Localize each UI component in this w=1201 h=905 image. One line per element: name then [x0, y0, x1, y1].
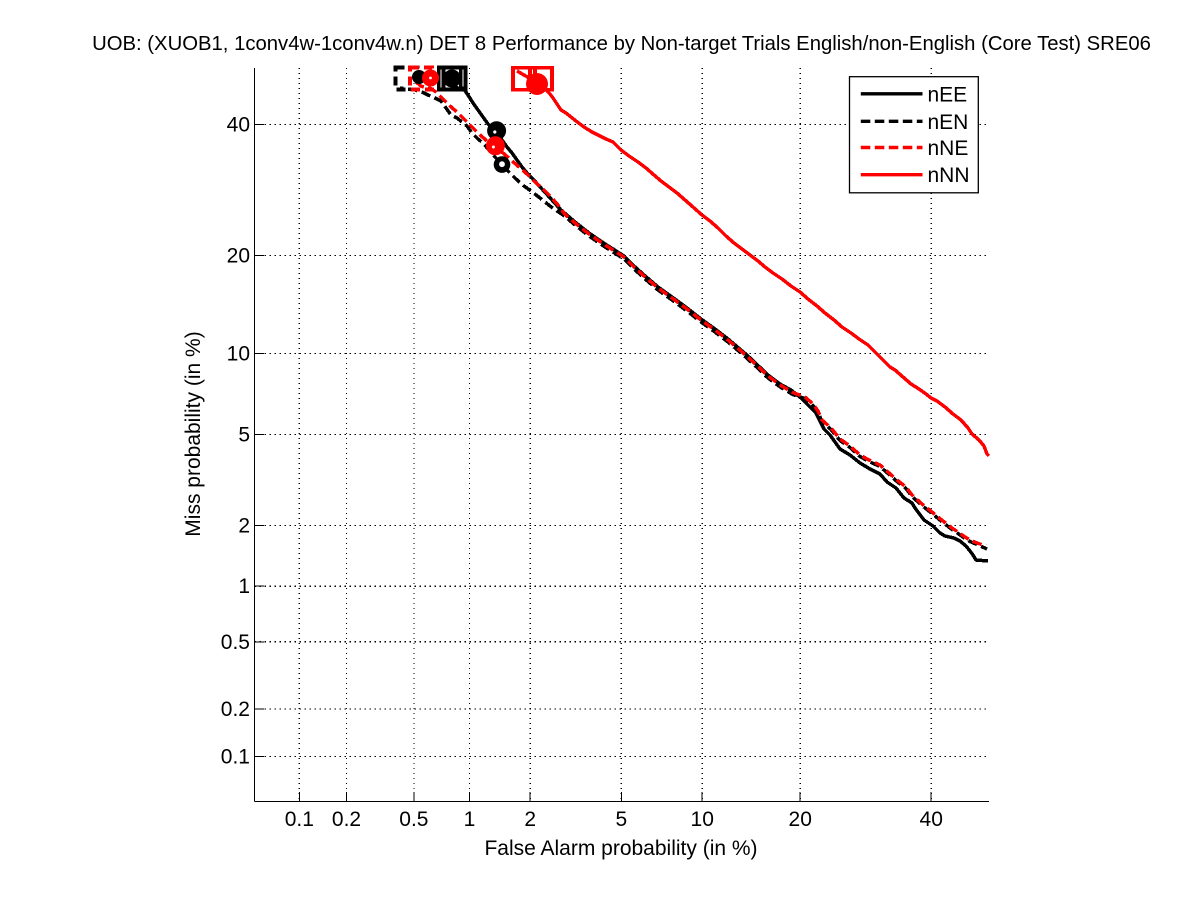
svg-text:5: 5 [615, 808, 627, 831]
svg-text:5: 5 [238, 423, 250, 446]
svg-text:nEE: nEE [928, 83, 968, 106]
svg-text:0.1: 0.1 [221, 745, 250, 768]
svg-text:0.2: 0.2 [221, 698, 250, 721]
svg-text:10: 10 [691, 808, 714, 831]
svg-text:1: 1 [464, 808, 476, 831]
svg-text:nEN: nEN [928, 111, 969, 134]
svg-text:False Alarm probability (in %): False Alarm probability (in %) [484, 837, 757, 860]
svg-text:10: 10 [227, 343, 250, 366]
svg-text:40: 40 [920, 808, 943, 831]
svg-text:UOB: (XUOB1, 1conv4w-1conv4w.n: UOB: (XUOB1, 1conv4w-1conv4w.n) DET 8 Pe… [92, 33, 1151, 55]
svg-text:nNN: nNN [928, 164, 970, 187]
svg-text:1: 1 [238, 575, 250, 598]
svg-text:2: 2 [524, 808, 536, 831]
svg-text:Miss probability (in %): Miss probability (in %) [182, 331, 205, 536]
svg-text:0.5: 0.5 [399, 808, 428, 831]
svg-text:0.2: 0.2 [332, 808, 361, 831]
svg-text:2: 2 [238, 515, 250, 538]
svg-text:20: 20 [789, 808, 812, 831]
svg-text:nNE: nNE [928, 137, 969, 160]
svg-text:0.1: 0.1 [285, 808, 314, 831]
svg-text:0.5: 0.5 [221, 631, 250, 654]
svg-text:40: 40 [227, 113, 250, 136]
svg-text:20: 20 [227, 245, 250, 268]
